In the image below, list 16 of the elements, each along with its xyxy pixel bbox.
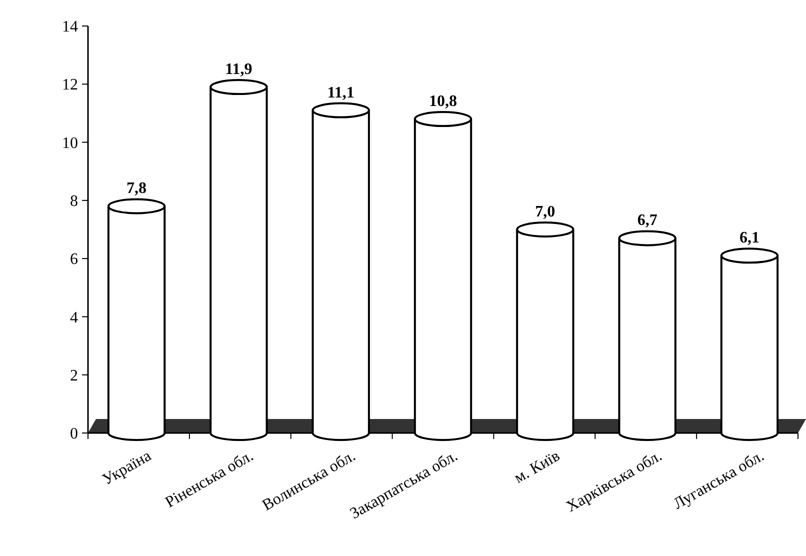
data-label: 6,7 xyxy=(637,212,658,230)
data-label: 11,1 xyxy=(327,84,354,102)
x-tick-label: м. Київ xyxy=(512,447,564,487)
data-label: 11,9 xyxy=(225,61,252,78)
y-tick-label: 6 xyxy=(70,251,78,268)
y-tick-label: 0 xyxy=(70,426,78,443)
y-tick-label: 2 xyxy=(70,367,78,384)
data-label: 6,1 xyxy=(739,230,760,247)
data-label: 7,8 xyxy=(126,180,147,198)
y-tick-label: 8 xyxy=(70,193,78,210)
data-label: 10,8 xyxy=(429,93,457,110)
y-tick-label: 10 xyxy=(62,134,78,152)
data-label: 7,0 xyxy=(535,204,556,220)
y-tick-label: 14 xyxy=(62,18,78,36)
y-tick-label: 12 xyxy=(62,76,78,94)
y-tick-label: 4 xyxy=(70,309,78,326)
